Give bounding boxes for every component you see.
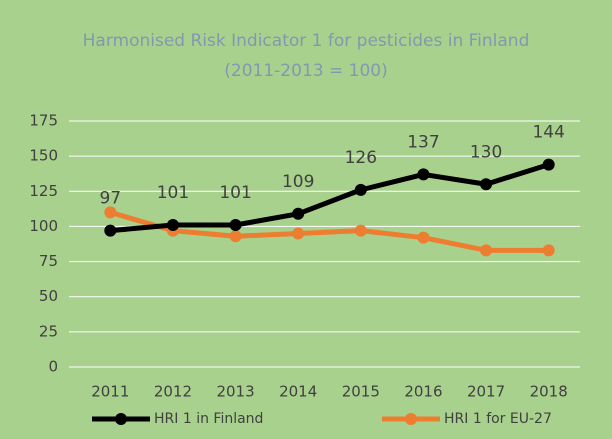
point	[292, 227, 305, 240]
chart-subtitle: (2011-2013 = 100)	[224, 61, 387, 81]
point	[417, 168, 430, 181]
point	[229, 219, 242, 232]
point	[104, 224, 117, 237]
series-line	[110, 162, 550, 234]
legend-label: HRI 1 in Finland	[154, 411, 263, 427]
x-tick-label: 2011	[91, 383, 129, 401]
data-label: 144	[532, 123, 564, 143]
point	[354, 183, 367, 196]
x-tick-label: 2013	[216, 383, 254, 401]
y-tick-label: 50	[39, 287, 58, 305]
point	[542, 158, 555, 171]
point	[354, 224, 367, 237]
data-label: 109	[282, 172, 314, 192]
point	[417, 231, 430, 244]
legend-marker	[115, 413, 127, 425]
series-line	[109, 209, 549, 253]
point	[542, 244, 555, 257]
data-label: 101	[157, 183, 189, 203]
data-label: 130	[470, 142, 502, 162]
legend-marker	[405, 413, 417, 425]
legend-label: HRI 1 for EU-27	[444, 411, 552, 427]
data-label: 101	[219, 183, 251, 203]
y-tick-label: 0	[48, 358, 58, 376]
y-tick-label: 125	[29, 182, 58, 200]
y-tick-label: 25	[39, 322, 58, 340]
point	[229, 230, 242, 243]
x-tick-label: 2018	[530, 383, 568, 401]
point	[480, 244, 493, 257]
y-tick-label: 175	[29, 112, 58, 130]
x-tick-label: 2012	[154, 383, 192, 401]
x-tick-label: 2015	[342, 383, 380, 401]
data-label: 97	[99, 189, 121, 209]
x-tick-label: 2014	[279, 383, 317, 401]
point	[480, 178, 493, 191]
y-tick-label: 100	[29, 217, 58, 235]
data-label: 126	[345, 148, 377, 168]
y-tick-label: 150	[29, 147, 58, 165]
point	[104, 206, 117, 219]
chart-title: Harmonised Risk Indicator 1 for pesticid…	[83, 31, 530, 51]
x-tick-label: 2016	[404, 383, 442, 401]
data-label: 137	[407, 132, 439, 152]
y-tick-label: 75	[39, 252, 58, 270]
point	[166, 219, 179, 232]
point	[292, 207, 305, 220]
x-tick-label: 2017	[467, 383, 505, 401]
